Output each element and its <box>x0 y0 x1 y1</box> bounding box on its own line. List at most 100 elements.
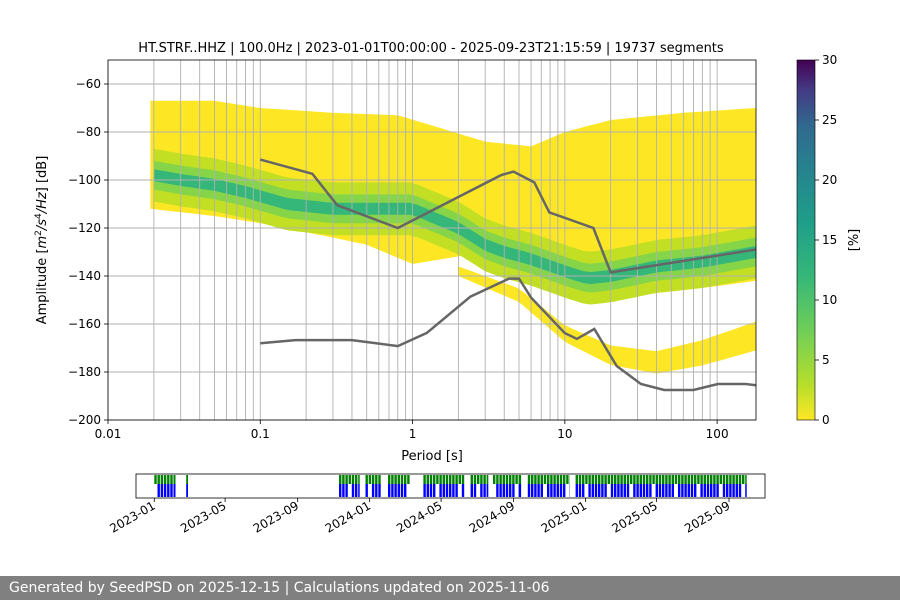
coverage-data-bar <box>186 484 188 497</box>
coverage-gap-bar <box>722 475 726 484</box>
coverage-gap-bar <box>496 475 499 484</box>
coverage-data-bar <box>486 484 489 497</box>
coverage-data-bar <box>461 484 465 497</box>
coverage-gap-bar <box>515 475 518 484</box>
coverage-gap-bar <box>601 475 604 484</box>
coverage-gap-bar <box>566 475 569 484</box>
coverage-gap-bar <box>493 475 496 484</box>
coverage-gap-bar <box>368 475 372 484</box>
coverage-data-bar <box>358 484 360 497</box>
coverage-gap-bar <box>563 475 566 484</box>
coverage-data-bar <box>540 484 543 497</box>
coverage-data-bar <box>735 484 738 497</box>
coverage-gap-bar <box>700 475 703 484</box>
coverage-data-bar <box>429 484 433 497</box>
coverage-data-bar <box>436 484 439 497</box>
coverage-data-bar <box>697 484 700 497</box>
coverage-data-bar <box>493 484 496 497</box>
coverage-gap-bar <box>163 475 167 484</box>
coverage-gap-bar <box>160 475 164 484</box>
coverage-gap-bar <box>157 475 160 484</box>
x-axis: 0.01 0.1 1 10 100 <box>95 420 729 441</box>
y-tick-label: −80 <box>76 125 101 139</box>
coverage-data-bar <box>160 484 164 497</box>
coverage-gap-bar <box>710 475 713 484</box>
y-tick-label: −60 <box>76 77 101 91</box>
coverage-data-bar <box>575 484 578 497</box>
coverage-data-bar <box>719 484 722 497</box>
coverage-gap-bar <box>582 475 585 484</box>
coverage-gap-bar <box>559 475 563 484</box>
coverage-tick-label: 2024-05 <box>394 498 444 535</box>
coverage-data-bar <box>167 484 170 497</box>
coverage-data-bar <box>690 484 694 497</box>
coverage-gap-bar <box>477 475 480 484</box>
coverage-data-bar <box>407 484 410 497</box>
coverage-data-bar <box>559 484 563 497</box>
y-tick-label: −140 <box>68 269 101 283</box>
coverage-gap-bar <box>445 475 449 484</box>
y-tick-label: −120 <box>68 221 101 235</box>
colorbar-ticks: 0 5 10 15 20 25 30 <box>815 53 837 427</box>
coverage-gap-bar <box>620 475 623 484</box>
coverage-gap-bar <box>703 475 706 484</box>
coverage-data-bar <box>585 484 588 497</box>
coverage-gap-bar <box>540 475 543 484</box>
coverage-data-bar <box>391 484 394 497</box>
coverage-gap-bar <box>726 475 729 484</box>
coverage-data-bar <box>499 484 502 497</box>
coverage-data-bar <box>157 484 160 497</box>
coverage-data-bar <box>442 484 445 497</box>
coverage-data-bar <box>671 484 674 497</box>
coverage-gap-bar <box>623 475 626 484</box>
coverage-data-bar <box>452 484 455 497</box>
coverage-gap-bar <box>617 475 620 484</box>
coverage-gap-bar <box>455 475 458 484</box>
coverage-gap-bar <box>671 475 674 484</box>
coverage-data-bar <box>623 484 626 497</box>
coverage-data-bar <box>426 484 429 497</box>
coverage-data-bar <box>591 484 594 497</box>
coverage-gap-bar <box>173 475 176 484</box>
x-axis-label: Period [s] <box>401 449 463 464</box>
coverage-data-bar <box>726 484 729 497</box>
coverage-gap-bar <box>518 475 521 484</box>
coverage-data-bar <box>678 484 681 497</box>
coverage-data-bar <box>515 484 518 497</box>
colorbar <box>796 59 816 421</box>
coverage-data-bar <box>742 484 745 497</box>
coverage-gap-bar <box>706 475 710 484</box>
y-tick-label: −160 <box>68 317 101 331</box>
low-noise-model-line <box>260 277 756 392</box>
coverage-data-bar <box>713 484 716 497</box>
coverage-gap-bar <box>610 475 614 484</box>
coverage-gap-bar <box>433 475 436 484</box>
coverage-data-bar <box>582 484 585 497</box>
coverage-data-bar <box>684 484 687 497</box>
coverage-tick-label: 2025-09 <box>682 498 732 535</box>
coverage-gap-bar <box>607 475 610 484</box>
coverage-gap-bar <box>423 475 426 484</box>
coverage-gap-bar <box>351 475 355 484</box>
coverage-gap-bar <box>537 475 540 484</box>
coverage-tick-label: 2023-05 <box>178 498 228 535</box>
coverage-data-bar <box>710 484 713 497</box>
coverage-gap-bar <box>678 475 681 484</box>
coverage-gap-bar <box>378 475 381 484</box>
noise-model-curves <box>259 158 756 392</box>
coverage-data-bar <box>729 484 732 497</box>
grid-lines <box>107 60 756 421</box>
coverage-data-bar <box>458 484 461 497</box>
coverage-data-bar <box>658 484 662 497</box>
coverage-data-bar <box>339 484 342 497</box>
y-tick-label: −180 <box>68 365 101 379</box>
coverage-gap-bar <box>458 475 461 484</box>
coverage-gap-bar <box>371 475 375 484</box>
colorbar-tick-label: 25 <box>822 113 837 127</box>
coverage-data-bar <box>534 484 537 497</box>
coverage-data-bar <box>531 484 534 497</box>
coverage-data-bar <box>375 484 378 497</box>
coverage-data-bar <box>716 484 719 497</box>
coverage-gap-bar <box>436 475 439 484</box>
coverage-data-bar <box>706 484 710 497</box>
